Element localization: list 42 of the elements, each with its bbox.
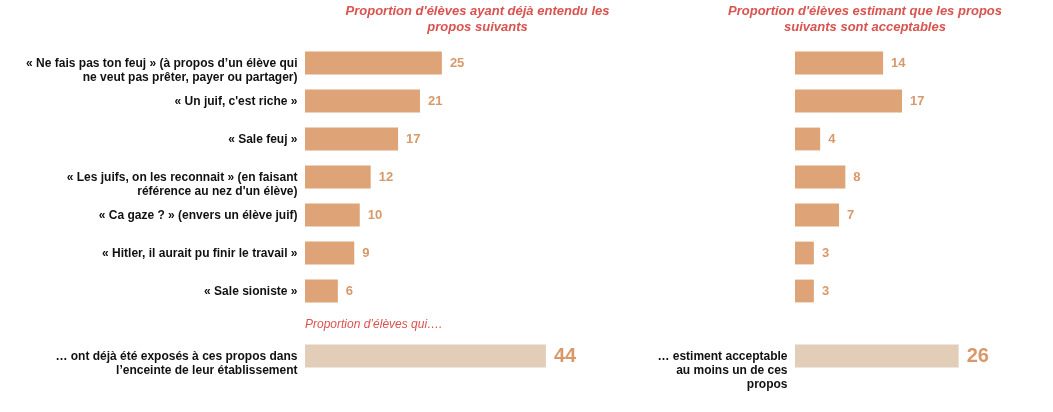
y-tick-label: « Un juif, c'est riche »	[174, 94, 298, 108]
text: Proportion d'élèves ayant déjà entendu les propos suivants	[345, 3, 610, 34]
bar	[795, 165, 846, 189]
data-label: 25	[449, 55, 465, 70]
bar	[795, 241, 814, 265]
data-label: 3	[821, 245, 830, 260]
y-tick-label: « Sale sioniste »	[204, 284, 298, 298]
bar	[795, 279, 814, 303]
y-tick-label: « Ca gaze ? » (envers un élève juif)	[98, 208, 298, 222]
bar	[305, 127, 399, 151]
chart-title: Proportion d’élèves qui….	[305, 317, 443, 331]
y-tick-label: … estiment acceptable au moins un de ces propos	[657, 349, 788, 391]
chart-title: Proportion d'élèves estimant que les propos suivants sont acceptables	[728, 3, 1002, 34]
data-label: 10	[367, 207, 383, 222]
bar	[305, 241, 355, 265]
bar	[795, 127, 821, 151]
bar	[305, 89, 420, 113]
bar	[795, 89, 902, 113]
data-label: 9	[362, 245, 370, 260]
data-label: 12	[378, 169, 394, 184]
data-label: 14	[891, 55, 907, 70]
bar	[795, 203, 840, 227]
y-tick-label: « Ne fais pas ton feuj » (à propos d’un élève qui ne veut pas prêter, payer ou partager)	[26, 56, 298, 84]
bar	[305, 51, 442, 75]
data-label: 8	[853, 169, 861, 184]
data-label: 21	[427, 93, 443, 108]
data-label: 6	[345, 283, 354, 298]
bar	[305, 165, 371, 189]
data-label: 44	[553, 344, 578, 366]
data-label: 3	[821, 283, 830, 298]
bar	[305, 203, 360, 227]
data-label: 26	[966, 344, 989, 366]
data-label: 17	[406, 131, 421, 146]
data-label: 17	[909, 93, 925, 108]
bar	[795, 51, 884, 75]
y-tick-label: « Sale feuj »	[228, 132, 298, 146]
bar	[305, 279, 338, 303]
data-label: 7	[847, 207, 855, 222]
y-tick-label: « Hitler, il aurait pu finir le travail »	[102, 246, 298, 260]
data-label: 4	[828, 131, 837, 146]
y-tick-label: … ont déjà été exposés à ces propos dans l’enceinte de leur établissement	[55, 349, 298, 377]
y-tick-label: « Les juifs, on les reconnait » (en faisant référence au nez d'un élève)	[66, 170, 298, 198]
